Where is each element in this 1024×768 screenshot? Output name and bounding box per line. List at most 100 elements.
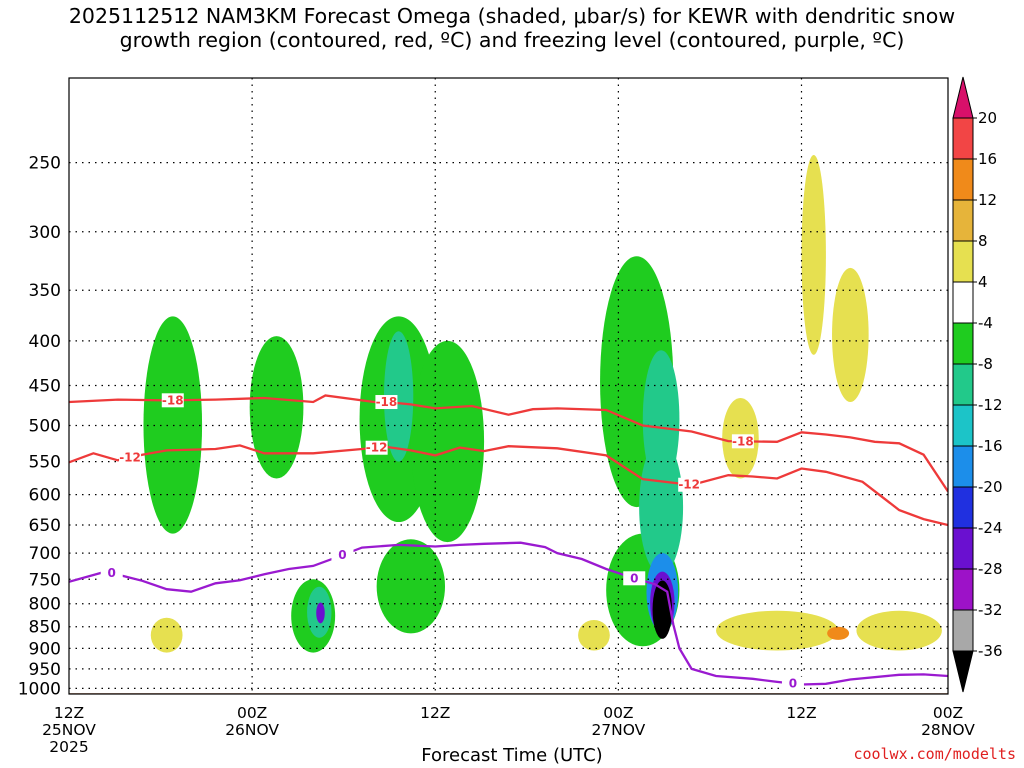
colorbar-label: -4: [978, 314, 993, 332]
colorbar-box: [952, 568, 974, 611]
colorbar-label: -24: [978, 519, 1003, 537]
x-tick-label: 00Z: [237, 704, 267, 722]
isotherm-label-bg: [161, 393, 184, 408]
omega-region-18: [716, 610, 839, 651]
isotherm-label-bg: [678, 477, 701, 492]
isotherm--12-label: -12: [366, 441, 388, 455]
omega-region-23: [827, 626, 850, 640]
omega-region-15: [316, 602, 325, 624]
y-tick-label: 1000: [18, 679, 61, 699]
colorbar-box: [952, 199, 974, 242]
colorbar-box: [952, 240, 974, 283]
colorbar-box: [952, 527, 974, 570]
isotherm-label-bg: [119, 450, 142, 465]
colorbar-label: -36: [978, 642, 1003, 660]
colorbar-box: [952, 404, 974, 447]
colorbar-label: -8: [978, 355, 993, 373]
colorbar-label: -20: [978, 478, 1003, 496]
x-axis-label: Forecast Time (UTC): [421, 745, 603, 766]
isotherm-label-bg: [100, 566, 123, 581]
isotherm--18-label: -18: [732, 434, 754, 448]
x-tick-label: 00Z: [933, 704, 963, 722]
y-tick-label: 550: [29, 453, 61, 473]
omega-region-9: [642, 350, 680, 489]
colorbar-label: -12: [978, 396, 1003, 414]
omega-region-19: [856, 610, 942, 651]
y-tick-label: 950: [29, 660, 61, 680]
colorbar-triangle-bottom: [952, 650, 974, 693]
y-tick-label: 700: [29, 544, 61, 564]
omega-region-16: [150, 617, 183, 653]
isotherm--18-label: -18: [376, 395, 398, 409]
isotherm--12-line: [69, 444, 948, 527]
omega-region-6: [376, 539, 446, 634]
omega-region-0: [143, 316, 203, 534]
y-tick-label: 350: [29, 281, 61, 301]
isotherm-label-bg: [781, 676, 804, 691]
x-tick-label: 12Z: [786, 704, 816, 722]
y-tick-label: 850: [29, 618, 61, 638]
isotherm-0-line: [69, 541, 948, 686]
colorbar-label: 8: [978, 232, 988, 250]
isotherm-label-bg: [365, 440, 388, 455]
isotherm-0-label: 0: [789, 677, 797, 691]
plot-border: [68, 77, 949, 695]
chart-title: 2025112512 NAM3KM Forecast Omega (shaded…: [0, 4, 1024, 52]
y-tick-label: 300: [29, 223, 61, 243]
isotherm--18-line: [69, 394, 948, 493]
title-line-1: 2025112512 NAM3KM Forecast Omega (shaded…: [68, 4, 956, 28]
colorbar-label: 4: [978, 273, 988, 291]
x-tick-label: 25NOV: [42, 721, 96, 739]
credit-text[interactable]: coolwx.com/modelts: [853, 745, 1016, 763]
contours: -18 -18 -18 -12 -12 -12 0 0 0 0: [69, 393, 948, 691]
plot-area: [69, 78, 948, 694]
y-tick-label: 800: [29, 595, 61, 615]
title-line-2: growth region (contoured, red, ºC) and f…: [119, 28, 905, 52]
y-tick-label: 650: [29, 516, 61, 536]
isotherm-label-bg: [375, 395, 398, 410]
isotherm-label-bg: [731, 434, 754, 449]
isotherm-0-label: 0: [630, 571, 638, 585]
x-tick-label: 27NOV: [591, 721, 645, 739]
colorbar-box: [952, 445, 974, 488]
isotherm-0-label: 0: [108, 566, 116, 580]
omega-region-21: [832, 267, 869, 403]
colorbar-triangle-top: [952, 76, 974, 119]
colorbar-box: [952, 609, 974, 652]
colorbar-box: [952, 158, 974, 201]
isotherm-0-label: 0: [338, 548, 346, 562]
colorbar-box: [952, 363, 974, 406]
y-tick-label: 250: [29, 154, 61, 174]
colorbar-box: [952, 322, 974, 365]
omega-region-17: [578, 619, 610, 651]
x-tick-label: 26NOV: [225, 721, 279, 739]
colorbar-label: -32: [978, 601, 1003, 619]
omega-region-20: [801, 154, 826, 355]
colorbar-box: [952, 281, 974, 324]
isotherm-label-bg: [623, 571, 646, 586]
y-tick-label: 750: [29, 570, 61, 590]
omega-shading: [69, 154, 948, 694]
colorbar-box: [952, 117, 974, 160]
isotherm-label-bg: [331, 548, 354, 563]
x-tick-label: 28NOV: [921, 721, 975, 739]
colorbar-label: -28: [978, 560, 1003, 578]
isotherm--12-label: -12: [678, 478, 700, 492]
isotherm--12-label: -12: [119, 450, 141, 464]
y-tick-label: 500: [29, 416, 61, 436]
omega-region-3: [410, 340, 485, 543]
y-tick-label: 600: [29, 486, 61, 506]
omega-region-11: [383, 331, 414, 462]
colorbar-box: [952, 486, 974, 529]
colorbar-label: 20: [978, 109, 997, 127]
y-tick-label: 450: [29, 377, 61, 397]
x-tick-label: 12Z: [420, 704, 450, 722]
omega-region-1: [249, 336, 304, 479]
y-tick-label: 900: [29, 639, 61, 659]
colorbar-label: -16: [978, 437, 1003, 455]
colorbar-label: 12: [978, 191, 997, 209]
x-tick-label: 2025: [49, 738, 88, 756]
x-tick-label: 00Z: [603, 704, 633, 722]
isotherm--18-label: -18: [162, 393, 184, 407]
